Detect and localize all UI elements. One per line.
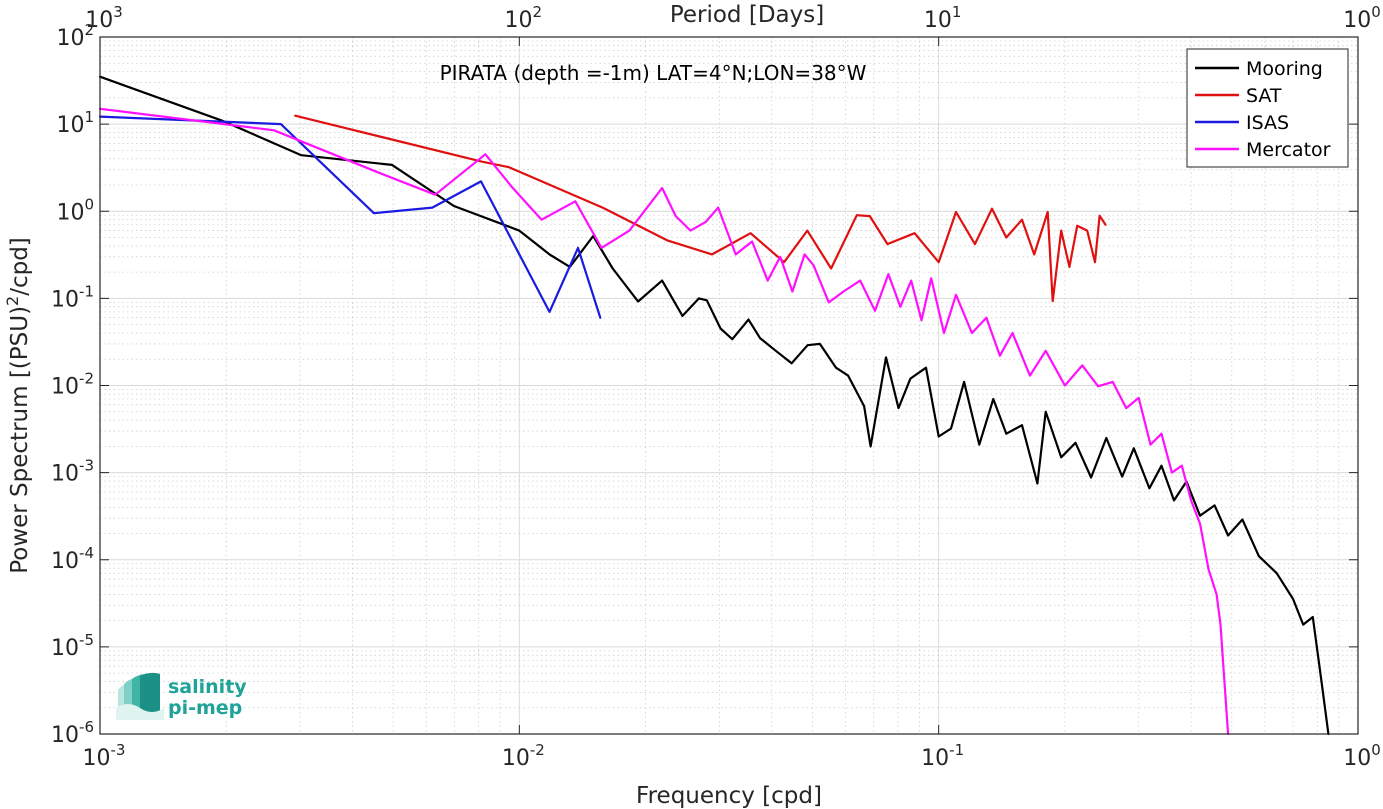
series-line-mooring (98, 75, 1330, 736)
x-tick-label: 10-3 (83, 741, 126, 771)
x-axis-label: Frequency [cpd] (636, 783, 822, 809)
y-tick-label: 10-1 (51, 282, 94, 312)
y-tick-label: 10-4 (51, 544, 94, 574)
y-tick-label: 10-6 (51, 718, 94, 748)
x2-tick-label: 102 (505, 3, 543, 33)
series-line-mercator (98, 107, 1230, 736)
x2-tick-label: 103 (85, 3, 123, 33)
series-line-sat (294, 114, 1107, 303)
x-tick-label: 100 (1343, 741, 1381, 771)
plot-title: PIRATA (depth =-1m) LAT=4°N;LON=38°W (440, 61, 867, 85)
y-tick-label: 10-2 (51, 370, 94, 400)
salinity-pi-mep-logo: salinity pi-mep (116, 672, 247, 720)
y-tick-label: 101 (56, 108, 94, 138)
x-tick-label: 10-1 (921, 741, 964, 771)
legend-label-mercator: Mercator (1246, 139, 1331, 161)
legend: Mooring SAT ISAS Mercator (1186, 48, 1349, 168)
logo-mark-icon (116, 672, 164, 720)
y-tick-label: 100 (56, 195, 94, 225)
series-group (98, 75, 1330, 736)
y-tick-label: 102 (56, 21, 94, 51)
x-tick-label: 10-2 (502, 741, 545, 771)
y-tick-label: 10-5 (51, 631, 94, 661)
x2-tick-label: 100 (1343, 3, 1381, 33)
logo-text-salinity: salinity (168, 676, 247, 698)
x2-tick-label: 101 (924, 3, 962, 33)
y-tick-label: 10-3 (51, 457, 94, 487)
y-axis-label: Power Spectrum [(PSU)2/cpd] (3, 237, 33, 574)
legend-label-sat: SAT (1246, 85, 1282, 107)
legend-label-isas: ISAS (1246, 112, 1289, 134)
top-axis-label: Period [Days] (670, 2, 824, 28)
legend-label-mooring: Mooring (1246, 58, 1323, 80)
tick-marks (99, 36, 1359, 735)
logo-text-pi-mep: pi-mep (168, 697, 242, 719)
